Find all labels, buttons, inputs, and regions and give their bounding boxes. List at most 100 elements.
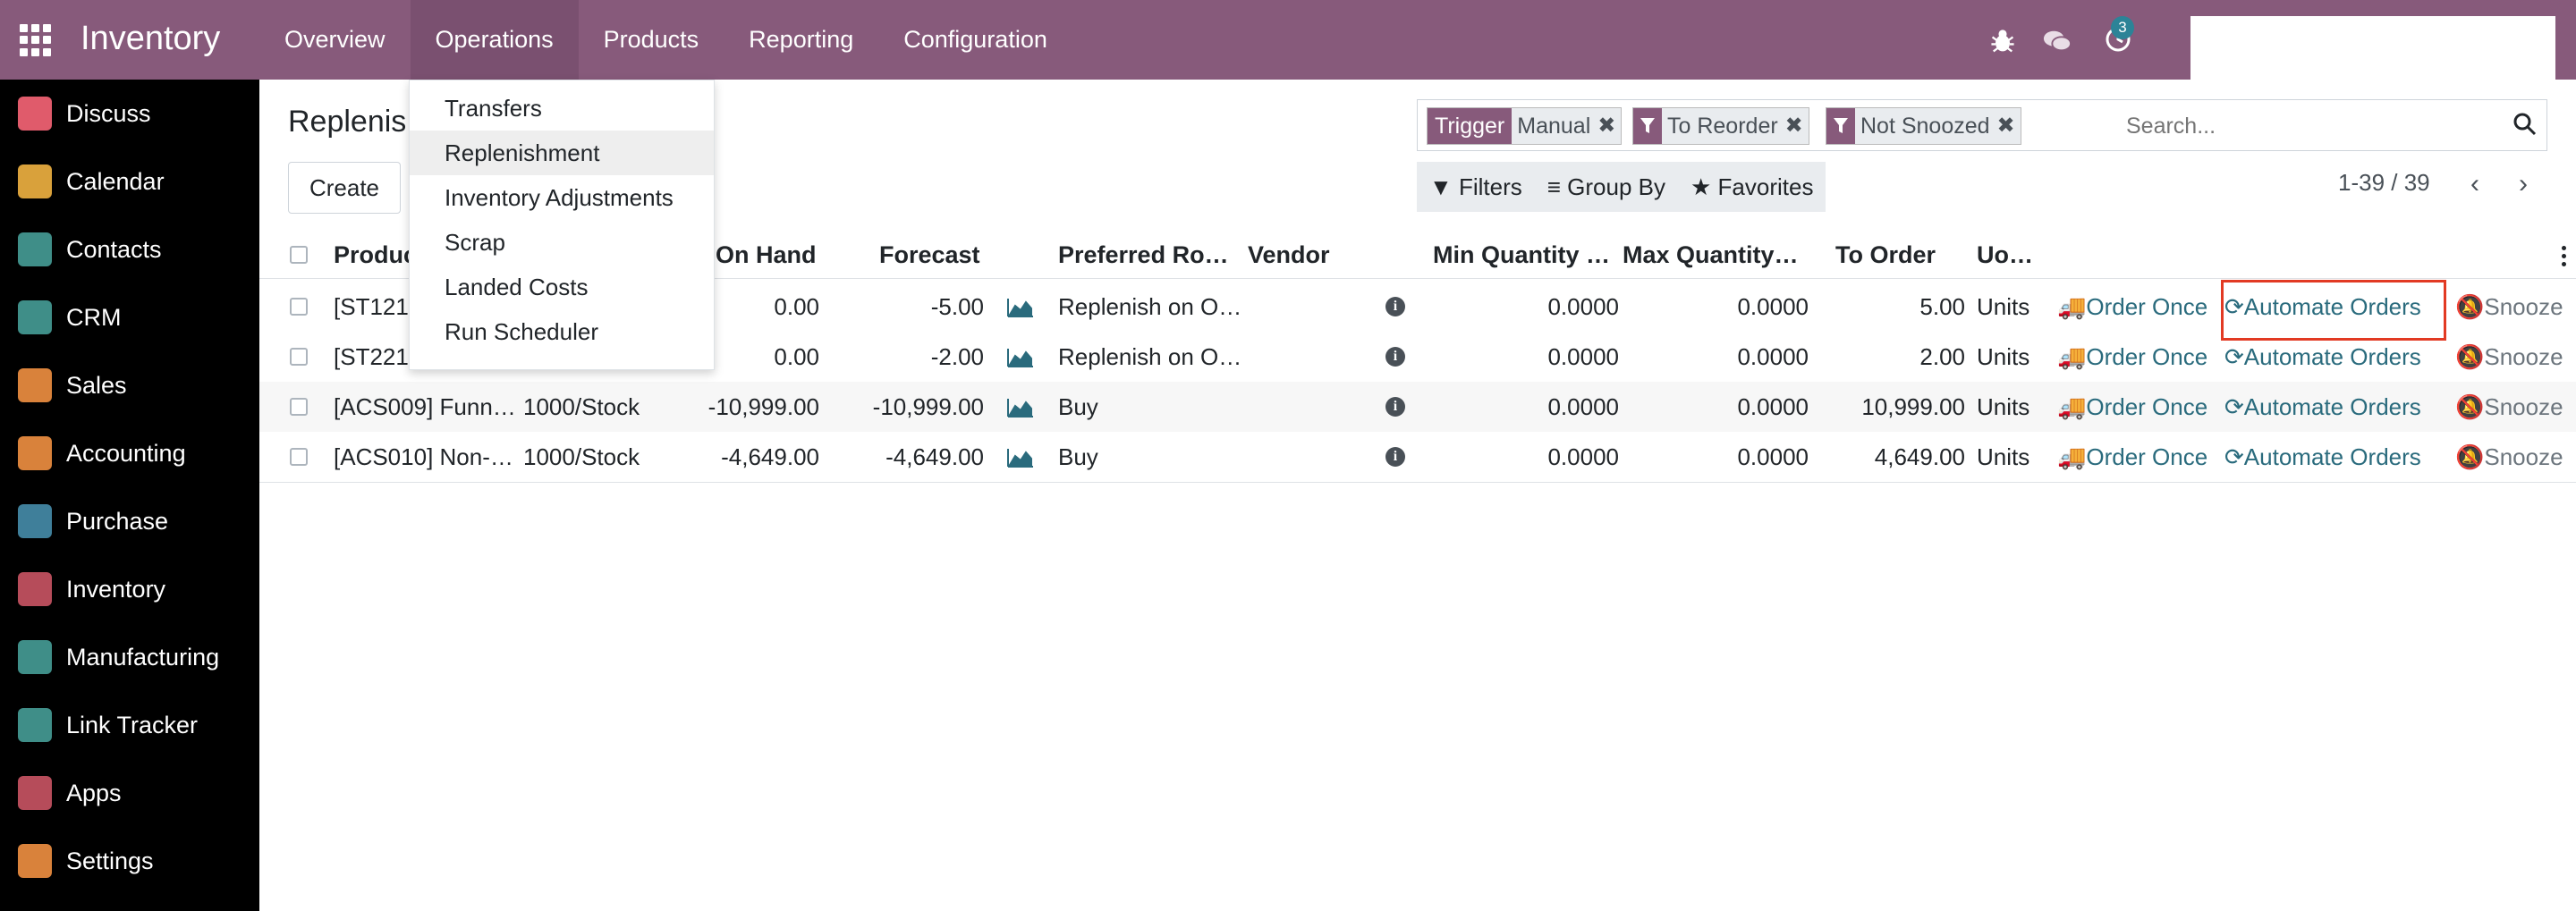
uom-cell: Units: [1977, 393, 2030, 420]
column-vendor[interactable]: Vendor: [1248, 241, 1330, 268]
sidebar-item-purchase[interactable]: Purchase: [0, 487, 259, 555]
sidebar-item-link-tracker[interactable]: Link Tracker: [0, 691, 259, 759]
filter-icon: ▼: [1429, 173, 1453, 200]
table-row[interactable]: [ACS009] Funn… 1000/Stock -10,999.00 -10…: [259, 382, 2576, 432]
sidebar-item-accounting[interactable]: Accounting: [0, 419, 259, 487]
search-facet-trigger: Trigger Manual ✖: [1427, 107, 1623, 145]
column-uom[interactable]: Uo…: [1977, 241, 2033, 268]
search-icon[interactable]: [2512, 112, 2538, 137]
table-row[interactable]: [ST121 0.00 -5.00 Replenish on O… i 0.00…: [259, 282, 2576, 332]
facet-value: Manual: [1517, 114, 1591, 139]
info-icon[interactable]: i: [1385, 347, 1405, 367]
app-title[interactable]: Inventory: [80, 20, 221, 57]
uom-cell: Units: [1977, 443, 2030, 470]
select-all-checkbox[interactable]: [290, 246, 308, 264]
sidebar-item-calendar[interactable]: Calendar: [0, 148, 259, 215]
chat-icon[interactable]: [2043, 27, 2072, 55]
favorites-dropdown[interactable]: ★ Favorites: [1678, 162, 1826, 212]
snooze-button[interactable]: 🔕Snooze: [2455, 382, 2563, 432]
info-icon[interactable]: i: [1385, 397, 1405, 417]
bell-slash-icon: 🔕: [2455, 443, 2485, 470]
groupby-dropdown[interactable]: ≡ Group By: [1535, 162, 1678, 212]
dropdown-item-replenishment[interactable]: Replenishment: [410, 131, 714, 175]
table-row[interactable]: [ACS010] Non-… 1000/Stock -4,649.00 -4,6…: [259, 432, 2576, 483]
pager-previous-icon[interactable]: ‹: [2470, 169, 2479, 198]
to-order-cell: 10,999.00: [1861, 393, 1965, 420]
automate-orders-button[interactable]: ⟳Automate Orders: [2224, 432, 2421, 482]
automate-orders-label: Automate Orders: [2243, 293, 2421, 320]
sidebar-item-manufacturing[interactable]: Manufacturing: [0, 623, 259, 691]
column-to-order[interactable]: To Order: [1835, 241, 1936, 268]
pager-next-icon[interactable]: ›: [2519, 169, 2528, 198]
row-checkbox[interactable]: [290, 348, 308, 366]
dropdown-item-run-scheduler[interactable]: Run Scheduler: [445, 318, 598, 345]
filters-label: Filters: [1458, 173, 1522, 200]
dropdown-item-inventory-adjustments[interactable]: Inventory Adjustments: [445, 184, 674, 211]
area-chart-icon[interactable]: [1007, 348, 1034, 367]
info-icon[interactable]: i: [1385, 447, 1405, 467]
route-cell: Buy: [1058, 443, 1098, 470]
menu-reporting[interactable]: Reporting: [749, 26, 854, 53]
menu-overview[interactable]: Overview: [284, 26, 386, 53]
column-min-quantity[interactable]: Min Quantity …: [1433, 241, 1610, 268]
sidebar-item-contacts[interactable]: Contacts: [0, 215, 259, 283]
snooze-button[interactable]: 🔕Snooze: [2455, 432, 2563, 482]
remove-facet-icon[interactable]: ✖: [1996, 114, 2015, 138]
create-button[interactable]: Create: [288, 162, 401, 214]
row-checkbox[interactable]: [290, 448, 308, 466]
search-panel: ▼ Filters ≡ Group By ★ Favorites: [1417, 162, 1826, 212]
snooze-label: Snooze: [2484, 443, 2563, 470]
sidebar-item-discuss[interactable]: Discuss: [0, 80, 259, 148]
column-max-quantity[interactable]: Max Quantity…: [1623, 241, 1799, 268]
order-once-button[interactable]: 🚚Order Once: [2057, 282, 2207, 332]
area-chart-icon[interactable]: [1007, 448, 1034, 468]
order-once-button[interactable]: 🚚Order Once: [2057, 432, 2207, 482]
automate-orders-button[interactable]: ⟳Automate Orders: [2224, 332, 2421, 382]
sidebar-item-inventory[interactable]: Inventory: [0, 555, 259, 623]
sidebar-item-label: Apps: [66, 780, 122, 806]
area-chart-icon[interactable]: [1007, 298, 1034, 317]
column-forecast[interactable]: Forecast: [879, 241, 980, 268]
remove-facet-icon[interactable]: ✖: [1784, 114, 1803, 138]
sidebar-item-crm[interactable]: CRM: [0, 283, 259, 351]
snooze-button[interactable]: 🔕Snooze: [2455, 332, 2563, 382]
info-icon[interactable]: i: [1385, 297, 1405, 316]
bug-icon[interactable]: [1988, 27, 2017, 55]
dropdown-item-landed-costs[interactable]: Landed Costs: [445, 274, 589, 300]
row-checkbox[interactable]: [290, 298, 308, 316]
user-menu-area[interactable]: [2190, 16, 2555, 80]
snooze-button[interactable]: 🔕Snooze: [2455, 282, 2563, 332]
search-input[interactable]: [2124, 107, 2504, 145]
table-row[interactable]: [ST221 0.00 -2.00 Replenish on O… i 0.00…: [259, 332, 2576, 382]
menu-configuration[interactable]: Configuration: [903, 26, 1047, 53]
automate-orders-button[interactable]: ⟳Automate Orders: [2224, 282, 2421, 332]
sidebar-item-label: Discuss: [66, 100, 151, 127]
groupby-label: Group By: [1567, 173, 1665, 200]
column-preferred-route[interactable]: Preferred Ro…: [1058, 241, 1229, 268]
column-product[interactable]: Produc: [334, 241, 418, 268]
order-once-button[interactable]: 🚚Order Once: [2057, 382, 2207, 432]
refresh-icon: ⟳: [2224, 293, 2244, 320]
sidebar-item-label: Contacts: [66, 236, 162, 263]
automate-orders-button[interactable]: ⟳Automate Orders: [2224, 382, 2421, 432]
dropdown-item-scrap[interactable]: Scrap: [445, 229, 505, 256]
row-checkbox[interactable]: [290, 398, 308, 416]
order-once-button[interactable]: 🚚Order Once: [2057, 332, 2207, 382]
calendar-icon: [18, 164, 52, 198]
column-options-icon[interactable]: [2562, 246, 2567, 270]
on-hand-cell: -10,999.00: [708, 393, 819, 420]
dropdown-item-transfers[interactable]: Transfers: [445, 95, 542, 122]
apps-grid-icon[interactable]: [20, 24, 52, 56]
column-on-hand[interactable]: On Hand: [716, 241, 817, 268]
bell-slash-icon: 🔕: [2455, 293, 2485, 320]
order-once-label: Order Once: [2086, 393, 2208, 420]
area-chart-icon[interactable]: [1007, 398, 1034, 418]
sidebar-item-sales[interactable]: Sales: [0, 351, 259, 419]
menu-operations[interactable]: Operations: [410, 0, 579, 80]
pager-value[interactable]: 1-39 / 39: [2338, 169, 2430, 196]
filters-dropdown[interactable]: ▼ Filters: [1417, 162, 1535, 212]
sidebar-item-apps[interactable]: Apps: [0, 759, 259, 827]
menu-products[interactable]: Products: [603, 26, 699, 53]
remove-facet-icon[interactable]: ✖: [1597, 114, 1616, 138]
sidebar-item-settings[interactable]: Settings: [0, 827, 259, 895]
